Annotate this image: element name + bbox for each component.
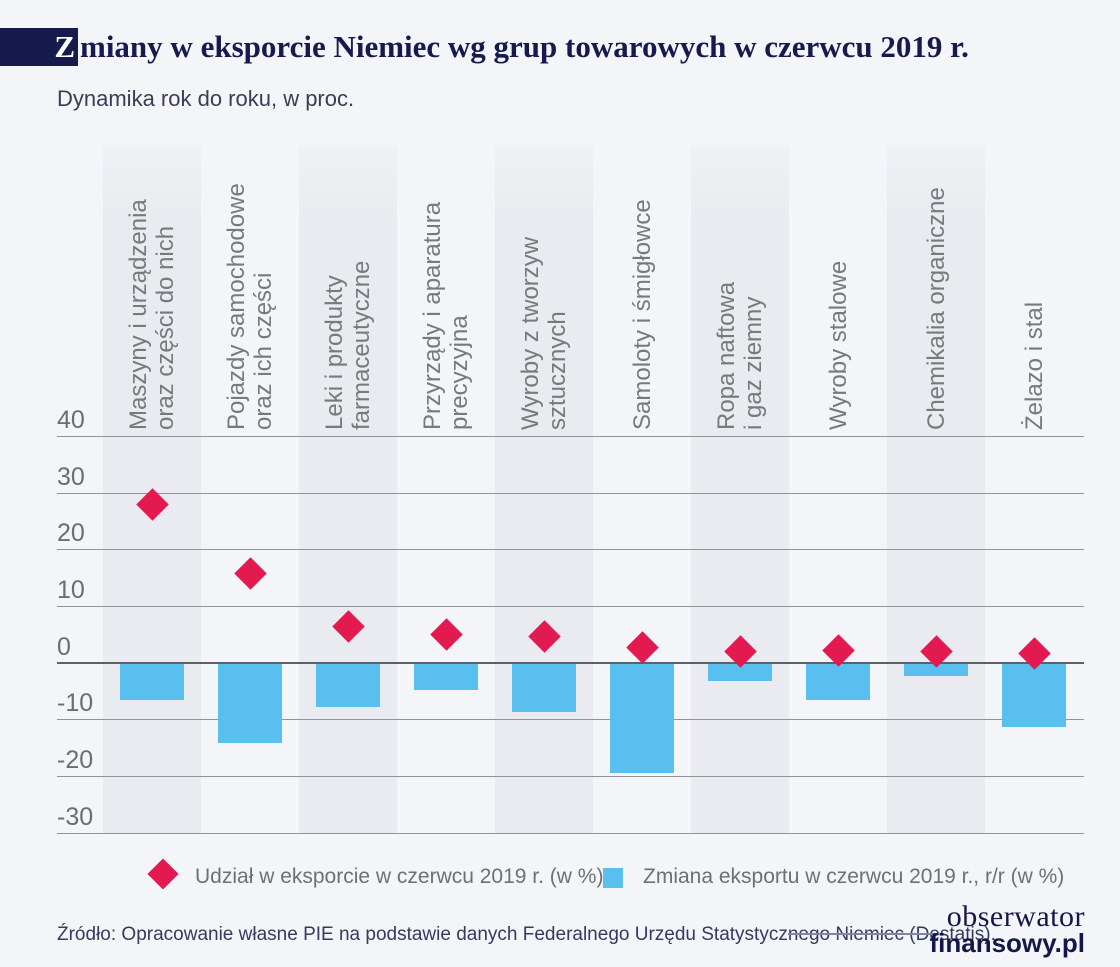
source-note: Źródło: Opracowanie własne PIE na podsta… xyxy=(57,924,996,945)
category-label: Samoloty i śmigłowce xyxy=(628,199,656,430)
category-label: Leki i produkty farmaceutyczne xyxy=(321,260,375,430)
export-change-bar xyxy=(218,662,282,744)
column-stripe xyxy=(887,145,985,833)
page-title: Z miany w eksporcie Niemiec wg grup towa… xyxy=(0,28,969,66)
footer-divider-line xyxy=(788,933,943,935)
export-share-diamond xyxy=(233,557,267,590)
chart-gridline xyxy=(57,549,1084,551)
chart-gridline xyxy=(57,832,1084,834)
category-label: Ropa naftowa i gaz ziemny xyxy=(713,281,767,430)
legend-share-diamond-marker xyxy=(147,858,179,890)
export-change-bar xyxy=(512,662,576,712)
legend-change-square-marker xyxy=(603,868,623,888)
logo-line-2: finansowy.pl xyxy=(929,928,1085,958)
legend-share-label: Udział w eksporcie w czerwcu 2019 r. (w … xyxy=(195,865,604,888)
y-tick-label: -20 xyxy=(57,746,94,775)
chart-gridline xyxy=(57,492,1084,494)
y-tick-label: -30 xyxy=(57,802,94,831)
y-tick-label: 0 xyxy=(57,632,71,661)
logo-line-1: obserwator xyxy=(946,900,1085,933)
export-share-diamond xyxy=(625,631,659,665)
column-stripe xyxy=(299,145,397,833)
y-tick-label: 10 xyxy=(57,576,85,605)
y-tick-label: 40 xyxy=(57,406,85,435)
chart-gridline xyxy=(57,436,1084,438)
y-tick-label: 30 xyxy=(57,462,85,491)
category-label: Żelazo i stal xyxy=(1020,301,1048,430)
column-stripe xyxy=(495,145,593,833)
category-label: Maszyny i urządzenia oraz części do nich xyxy=(125,199,179,430)
category-label: Przyrządy i aparatura precyzyjna xyxy=(419,201,473,430)
legend-change-label: Zmiana eksportu w czerwcu 2019 r., r/r (… xyxy=(643,865,1065,888)
title-text: miany w eksporcie Niemiec wg grup towaro… xyxy=(80,29,969,64)
y-tick-label: -10 xyxy=(57,689,94,718)
title-initial: Z xyxy=(54,29,75,64)
export-change-bar xyxy=(904,662,968,677)
export-change-bar xyxy=(806,662,870,701)
category-label: Pojazdy samochodowe oraz ich części xyxy=(223,183,277,430)
chart-gridline xyxy=(57,719,1084,721)
category-label: Chemikalia organiczne xyxy=(922,187,950,430)
export-change-bar xyxy=(414,662,478,690)
export-change-bar xyxy=(708,662,772,682)
chart-subtitle: Dynamika rok do roku, w proc. xyxy=(57,86,355,111)
export-change-bar xyxy=(1002,662,1066,727)
category-label: Wyroby stalowe xyxy=(824,260,852,430)
export-change-bar xyxy=(120,662,184,700)
export-share-diamond xyxy=(429,618,463,651)
y-tick-label: 20 xyxy=(57,519,85,548)
category-label: Wyroby z tworzyw sztucznych xyxy=(517,236,571,430)
title-initial-block: Z xyxy=(0,28,78,66)
obserwator-finansowy-logo: obserwator finansowy.pl xyxy=(929,900,1085,958)
export-change-bar xyxy=(316,662,380,708)
zero-axis-line xyxy=(57,661,1084,664)
chart-gridline xyxy=(57,776,1084,778)
chart-gridline xyxy=(57,606,1084,608)
column-stripe xyxy=(691,145,789,833)
export-change-bar xyxy=(610,662,674,773)
